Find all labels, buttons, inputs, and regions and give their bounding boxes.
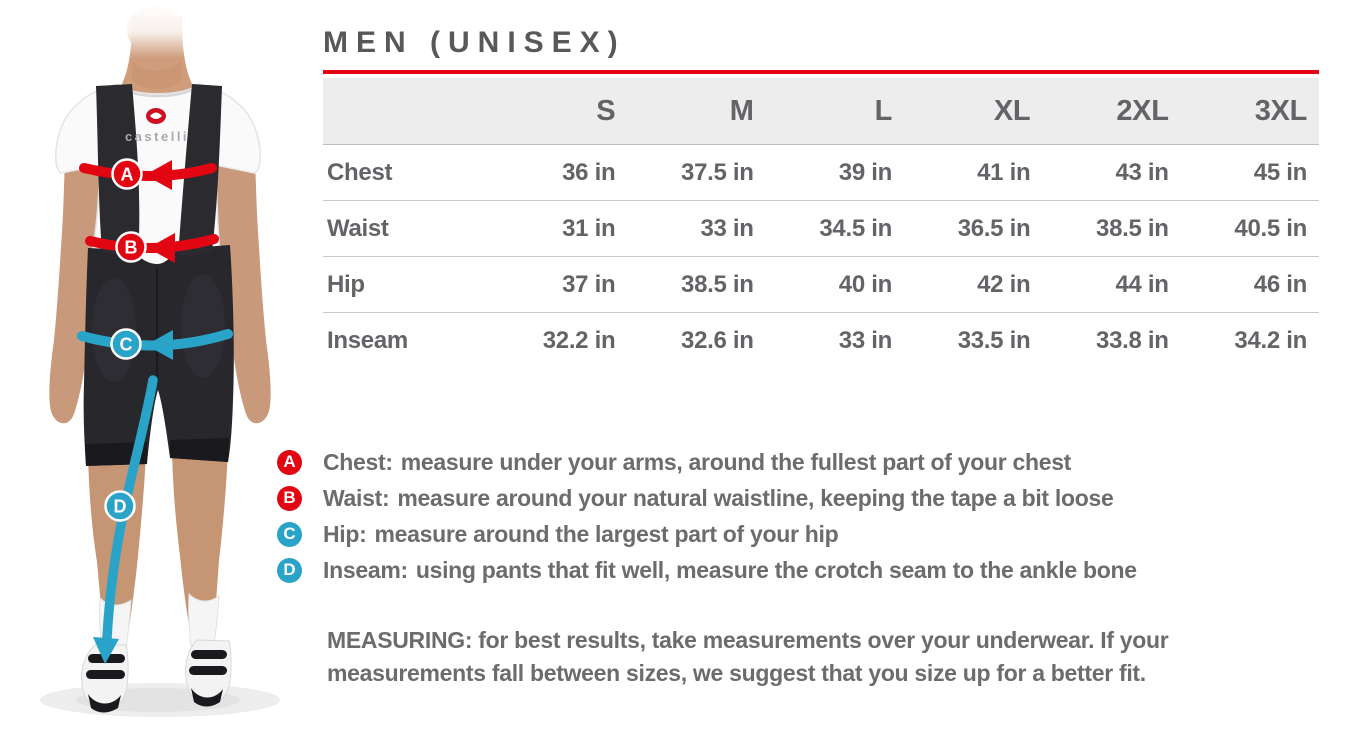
measuring-note-text: for best results, take measurements over… (327, 627, 1169, 686)
legend-label: Hip: (323, 520, 367, 547)
title-rule (323, 70, 1319, 74)
cell-value: 45 in (1253, 158, 1308, 186)
waist-marker-badge (115, 231, 147, 263)
cell-value: 31 in (562, 214, 616, 242)
svg-text:D: D (114, 497, 127, 517)
legend-item-inseam: D Inseam: using pants that fit well, meas… (277, 552, 1319, 588)
cell-value: 34.5 in (819, 214, 892, 242)
hip-arrowhead (146, 330, 173, 360)
row-label: Inseam (327, 326, 408, 354)
chest-arrowhead (145, 160, 172, 190)
cell-value: 33.5 in (957, 326, 1031, 354)
measuring-note-heading: MEASURING: (327, 627, 473, 653)
floor-shadow (40, 683, 280, 717)
cell-value: 36 in (562, 158, 616, 186)
size-column-header: S (489, 78, 628, 145)
size-column-header: L (765, 78, 904, 145)
size-column-header: 3XL (1180, 78, 1319, 145)
table-row-chest: Chest 36 in 37.5 in 39 in 41 in 43 in 45… (323, 145, 1319, 201)
table-row-hip: Hip 37 in 38.5 in 40 in 42 in 44 in 46 i… (323, 256, 1319, 313)
inseam-arrowhead (93, 637, 119, 664)
cell-value: 38.5 in (1096, 214, 1169, 242)
inseam-marker: D (93, 375, 158, 664)
svg-text:B: B (125, 238, 138, 258)
cell-value: 33.8 in (1096, 326, 1169, 354)
waist-arrowhead (148, 233, 175, 263)
legend-badge-c: C (277, 521, 302, 547)
size-table-header-row: S M L XL 2XL 3XL (323, 78, 1319, 145)
hip-marker-badge (110, 328, 142, 360)
inseam-marker-badge (104, 490, 136, 522)
legend-label: Chest: (323, 448, 393, 475)
measurement-legend: A Chest: measure under your arms, around … (277, 444, 1319, 588)
model-right-shoe (185, 639, 232, 707)
model-right-leg (172, 450, 228, 638)
row-label: Waist (327, 214, 389, 242)
cell-value: 32.2 in (542, 326, 616, 354)
cell-value: 42 in (977, 270, 1031, 298)
cell-value: 38.5 in (681, 270, 754, 298)
size-column-header: XL (903, 78, 1043, 145)
svg-text:C: C (120, 335, 133, 355)
cell-value: 40 in (838, 270, 893, 298)
table-row-waist: Waist 31 in 33 in 34.5 in 36.5 in 38.5 i… (323, 200, 1319, 257)
legend-label: Waist: (323, 484, 390, 511)
legend-description: using pants that fit well, measure the c… (415, 556, 1137, 583)
cell-value: 37 in (562, 270, 616, 298)
hip-marker: C (77, 328, 233, 360)
row-label: Hip (327, 270, 365, 298)
legend-item-hip: C Hip: measure around the largest part of… (277, 516, 1319, 552)
table-row-inseam: Inseam 32.2 in 32.6 in 33 in 33.5 in 33.… (323, 312, 1319, 369)
cell-value: 33 in (700, 214, 754, 242)
cell-value: 37.5 in (681, 158, 754, 186)
legend-badge-d: D (277, 557, 302, 583)
size-table-corner (323, 78, 489, 145)
cell-value: 34.2 in (1234, 326, 1307, 354)
legend-item-waist: B Waist: measure around your natural wais… (277, 480, 1319, 516)
waist-marker: B (85, 231, 219, 263)
cell-value: 43 in (1115, 158, 1169, 186)
shirt-logo-text: castelli (125, 129, 189, 144)
cell-value: 44 in (1115, 270, 1169, 298)
legend-badge-b: B (277, 485, 302, 511)
model-bib-shorts (83, 245, 234, 466)
model-right-arm (211, 96, 271, 424)
legend-description: measure under your arms, around the full… (400, 448, 1072, 475)
legend-description: measure around the largest part of your … (374, 520, 839, 547)
head-fade (78, 0, 242, 58)
cell-value: 39 in (838, 158, 893, 186)
model-left-arm (49, 96, 109, 424)
cell-value: 40.5 in (1234, 214, 1307, 242)
fit-model-illustration: castelli A B C (40, 0, 280, 717)
legend-item-chest: A Chest: measure under your arms, around … (277, 444, 1319, 480)
model-right-sock (188, 592, 220, 647)
legend-label: Inseam: (323, 556, 408, 583)
chest-marker: A (79, 158, 217, 190)
fit-model-figure: castelli A B C (0, 0, 320, 750)
castelli-logo: castelli (125, 108, 189, 144)
size-column-header: M (627, 78, 766, 145)
legend-description: measure around your natural waistline, k… (397, 484, 1114, 511)
model-left-shoe (81, 643, 129, 713)
legend-badge-a: A (277, 449, 302, 475)
svg-text:A: A (121, 165, 134, 185)
row-label: Chest (327, 158, 393, 186)
page-title: MEN (UNISEX) (323, 26, 626, 59)
size-table: S M L XL 2XL 3XL Chest 36 in 37.5 in 39 … (323, 78, 1319, 368)
cell-value: 41 in (977, 158, 1031, 186)
content-area: MEN (UNISEX) S M L XL 2XL 3XL Chest (277, 0, 1319, 690)
chest-marker-badge (111, 158, 143, 190)
cell-value: 46 in (1253, 270, 1308, 298)
cell-value: 36.5 in (957, 214, 1031, 242)
size-column-header: 2XL (1042, 78, 1181, 145)
measuring-note: MEASURING: for best results, take measure… (327, 624, 1279, 690)
cell-value: 32.6 in (681, 326, 754, 354)
cell-value: 33 in (838, 326, 893, 354)
